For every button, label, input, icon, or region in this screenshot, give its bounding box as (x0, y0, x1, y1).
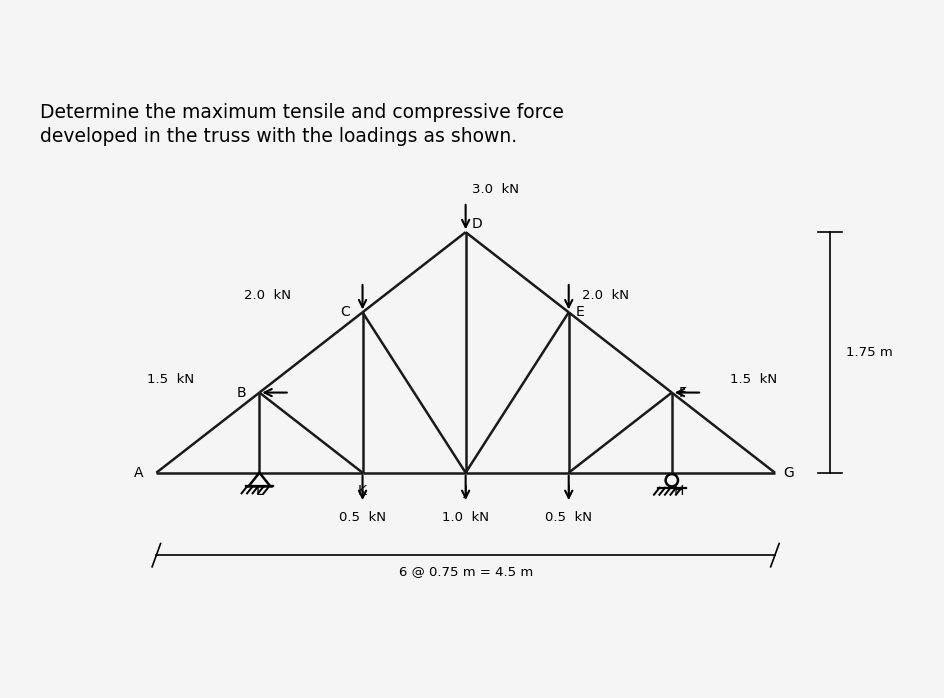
Text: developed in the truss with the loadings as shown.: developed in the truss with the loadings… (40, 126, 516, 146)
Text: I: I (566, 484, 570, 498)
Text: H: H (673, 484, 683, 498)
Text: L: L (255, 484, 263, 498)
Text: 1.5  kN: 1.5 kN (146, 373, 194, 386)
Text: G: G (783, 466, 793, 480)
Text: D: D (471, 217, 481, 231)
Text: 1.75 m: 1.75 m (846, 346, 892, 359)
Text: 2.0  kN: 2.0 kN (244, 289, 291, 302)
Text: 6 @ 0.75 m = 4.5 m: 6 @ 0.75 m = 4.5 m (398, 565, 532, 578)
Text: 1.5  kN: 1.5 kN (729, 373, 776, 386)
Text: 0.5  kN: 0.5 kN (339, 511, 386, 524)
Text: A: A (134, 466, 143, 480)
Text: F: F (678, 385, 686, 399)
Text: J: J (464, 484, 467, 498)
Text: 2.0  kN: 2.0 kN (582, 289, 629, 302)
Text: C: C (340, 305, 349, 319)
Text: B: B (237, 385, 246, 399)
Text: 0.5  kN: 0.5 kN (545, 511, 592, 524)
Text: E: E (575, 305, 583, 319)
Text: Determine the maximum tensile and compressive force: Determine the maximum tensile and compre… (40, 103, 563, 122)
Text: 3.0  kN: 3.0 kN (472, 184, 519, 196)
Text: 1.0  kN: 1.0 kN (442, 511, 489, 524)
Text: K: K (358, 484, 366, 498)
